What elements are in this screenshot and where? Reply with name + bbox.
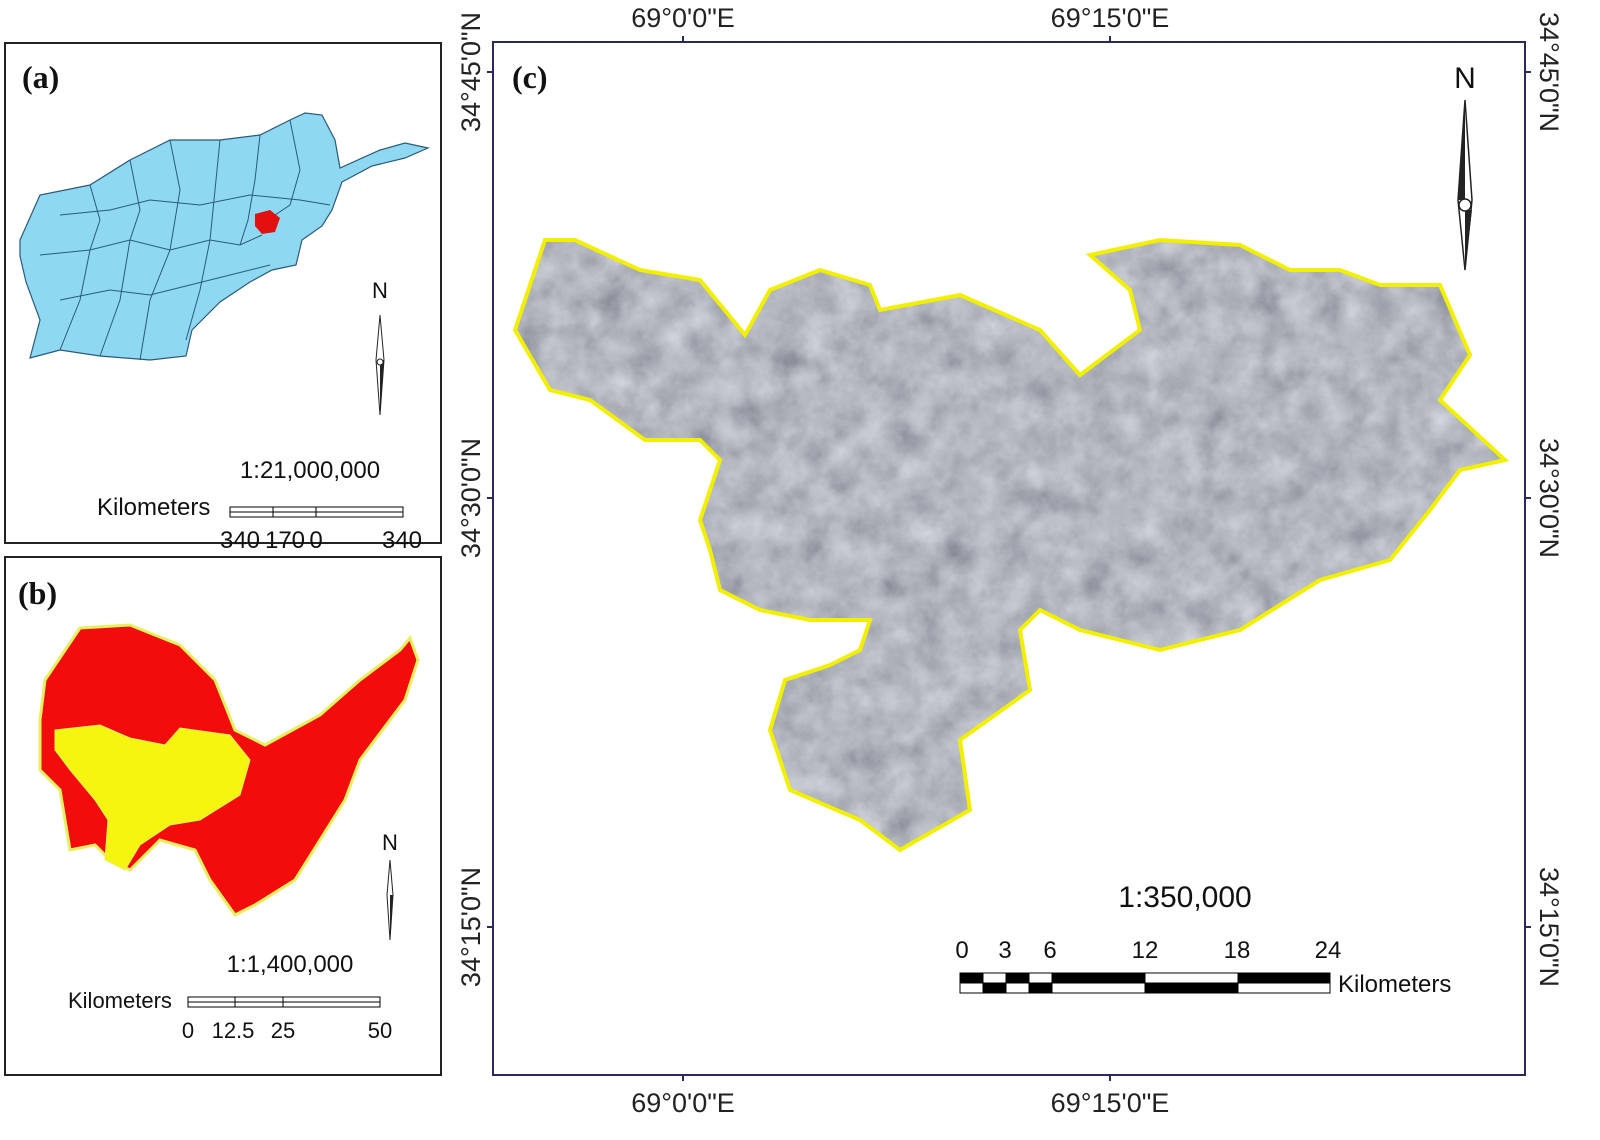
- study-district: [54, 724, 251, 871]
- scale-segment: [1237, 982, 1331, 994]
- scale-segment: [1028, 982, 1053, 994]
- scale-bar: 0 3 6 12 18 24: [955, 937, 1342, 994]
- scale-units: Kilometers: [97, 494, 210, 521]
- north-label: N: [372, 278, 388, 303]
- scale-bar: 340 170 0 340: [220, 506, 422, 554]
- latitude-label: 34°15'0"N: [1534, 867, 1564, 987]
- scale-ratio: 1:1,400,000: [227, 951, 354, 978]
- scale-tick-label: 18: [1224, 937, 1251, 964]
- scale-tick-label: 25: [271, 1018, 295, 1043]
- latitude-label: 34°30'0"N: [456, 438, 486, 558]
- scale-tick-label: 170: [265, 527, 305, 554]
- longitude-label: 69°15'0"E: [1051, 3, 1170, 33]
- scale-tick-label: 0: [955, 937, 968, 964]
- north-arrow: [1457, 99, 1473, 271]
- scale-tick-label: 0: [309, 527, 322, 554]
- scale-tick-label: 340: [220, 527, 260, 554]
- latitude-label: 34°30'0"N: [1534, 438, 1564, 558]
- north-label: N: [382, 830, 398, 855]
- scale-segment: [959, 982, 984, 994]
- scale-segment: [1028, 972, 1053, 984]
- scale-segment: [982, 982, 1007, 994]
- north-arrow: [386, 859, 394, 941]
- latitude-label: 34°15'0"N: [456, 867, 486, 987]
- scale-ratio: 1:21,000,000: [240, 457, 380, 484]
- longitude-label: 69°15'0"E: [1051, 1088, 1170, 1118]
- scale-segment: [1005, 972, 1030, 984]
- panel-label: (a): [22, 59, 59, 95]
- satellite-image: [512, 237, 1510, 853]
- north-label: N: [1454, 62, 1476, 95]
- latitude-label: 34°45'0"N: [1534, 12, 1564, 132]
- scale-bar: 0 12.5 25 50: [182, 996, 392, 1043]
- scale-tick-label: 50: [368, 1018, 392, 1043]
- scale-tick-label: 0: [182, 1018, 194, 1043]
- longitude-label: 69°0'0"E: [631, 3, 735, 33]
- scale-segment: [1237, 972, 1331, 984]
- scale-segment: [982, 972, 1007, 984]
- scale-tick-label: 12.5: [212, 1018, 255, 1043]
- scale-segment: [1051, 982, 1146, 994]
- scale-tick-label: 24: [1315, 937, 1342, 964]
- province-boundaries: [39, 119, 331, 361]
- scale-segment: [959, 972, 984, 984]
- scale-tick-label: 3: [998, 937, 1011, 964]
- scale-units: Kilometers: [1338, 971, 1451, 998]
- latitude-label: 34°45'0"N: [456, 12, 486, 132]
- scale-segment: [1144, 972, 1239, 984]
- panel-label: (c): [512, 59, 548, 95]
- scale-tick-label: 12: [1132, 937, 1159, 964]
- longitude-label: 69°0'0"E: [631, 1088, 735, 1118]
- scale-tick-label: 340: [382, 527, 422, 554]
- panel-label: (b): [18, 575, 57, 611]
- country-map: [19, 112, 430, 361]
- scale-segment: [1005, 982, 1030, 994]
- scale-tick-label: 6: [1043, 937, 1056, 964]
- north-arrow: [375, 314, 385, 416]
- scale-segment: [1144, 982, 1239, 994]
- scale-ratio: 1:350,000: [1118, 881, 1251, 914]
- scale-segment: [1051, 972, 1146, 984]
- graticule-labels: 69°0'0"E 69°0'0"E 69°15'0"E 69°15'0"E 34°45'…: [456, 3, 1564, 1118]
- study-area-location: [255, 210, 280, 234]
- scale-units: Kilometers: [68, 988, 172, 1013]
